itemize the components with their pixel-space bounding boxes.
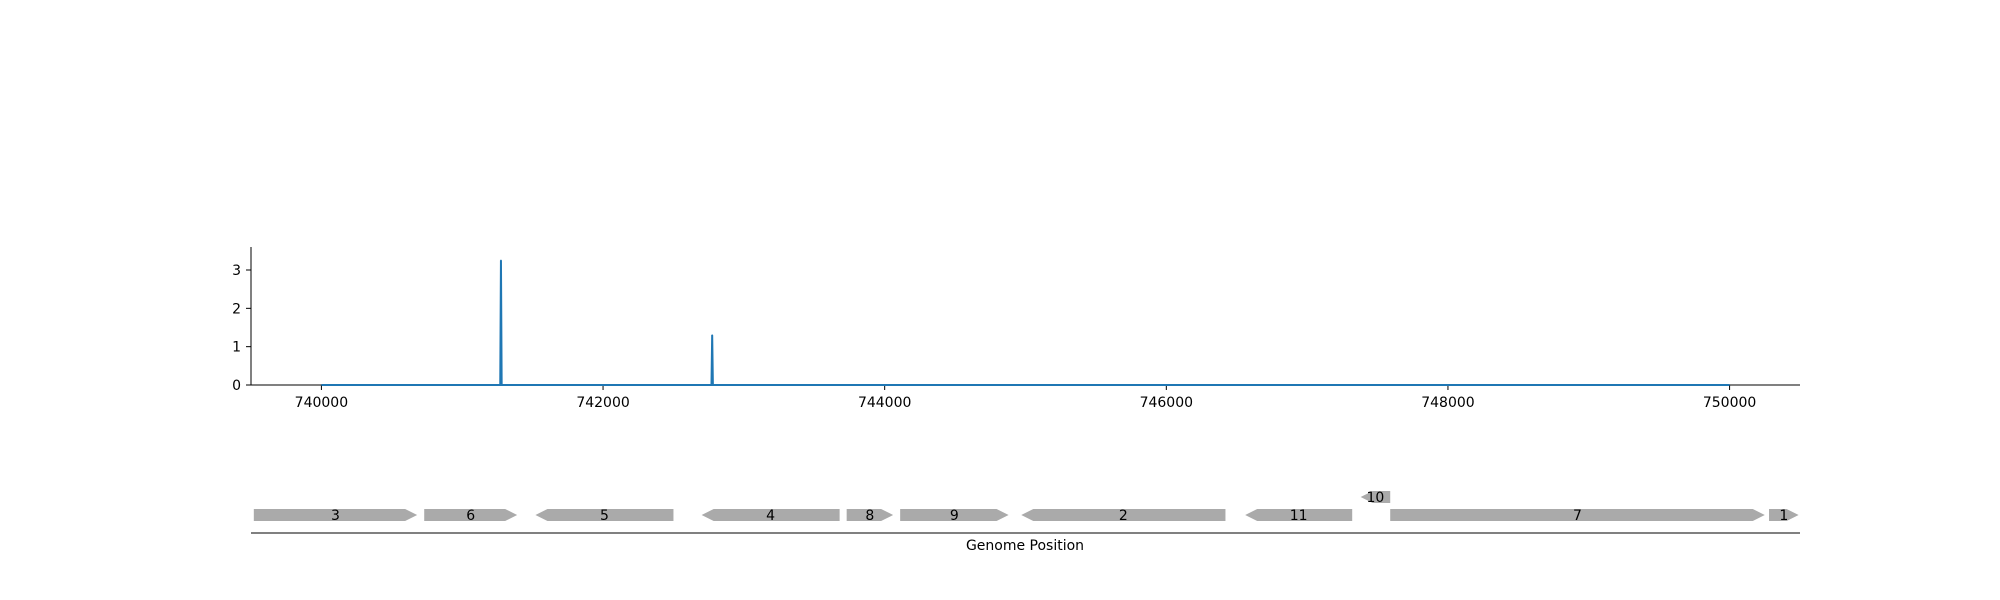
gene-feature-label: 9 (950, 508, 959, 524)
gene-feature-arrow (1390, 509, 1765, 521)
gene-track: 3 6 5 4 8 9 2 11 10 7 1 Genome Position (251, 490, 1800, 554)
gene-features: 3 6 5 4 8 9 2 11 10 7 1 (253, 490, 1799, 524)
gene-feature-label: 1 (1779, 508, 1788, 524)
series-layer (321, 259, 1730, 386)
gene-feature-arrow (253, 509, 418, 521)
x-tick-label: 748000 (1421, 395, 1474, 411)
gene-feature-label: 6 (466, 508, 475, 524)
gene-feature-arrow (846, 509, 894, 521)
coverage-peak-point (711, 334, 713, 336)
x-tick-label: 750000 (1703, 395, 1756, 411)
x-ticks: 740000 742000 744000 746000 748000 750000 (295, 385, 1756, 411)
gene-feature-label: 3 (331, 508, 340, 524)
y-tick-label: 0 (232, 378, 241, 394)
x-tick-label: 742000 (576, 395, 629, 411)
gene-feature-label: 8 (865, 508, 874, 524)
x-tick-label: 744000 (858, 395, 911, 411)
x-tick-label: 746000 (1140, 395, 1193, 411)
coverage-peak-point (500, 259, 502, 262)
gene-feature-label: 10 (1367, 490, 1385, 506)
gene-feature-arrow (1360, 491, 1391, 503)
coverage-series-line (321, 260, 1730, 386)
y-tick-label: 1 (232, 340, 241, 356)
gene-feature-arrow (900, 509, 1009, 521)
y-tick-label: 2 (232, 301, 241, 317)
gene-feature-arrow (1769, 509, 1799, 521)
gene-feature-arrow (701, 509, 840, 521)
gene-feature-arrow (424, 509, 518, 521)
gene-feature-arrow (1021, 509, 1226, 521)
gene-feature-label: 5 (600, 508, 609, 524)
gene-feature-label: 2 (1119, 508, 1128, 524)
gene-feature-arrow (1245, 509, 1353, 521)
genome-axis-label: Genome Position (966, 538, 1084, 554)
gene-feature-label: 11 (1290, 508, 1308, 524)
gene-feature-label: 7 (1573, 508, 1582, 524)
gene-feature-arrow (535, 509, 674, 521)
x-tick-label: 740000 (295, 395, 348, 411)
y-ticks: 0 1 2 3 (232, 263, 251, 394)
gene-feature-label: 4 (766, 508, 775, 524)
y-tick-label: 3 (232, 263, 241, 279)
coverage-plot: 740000 742000 744000 746000 748000 750000 0 1 2… (232, 247, 1800, 411)
